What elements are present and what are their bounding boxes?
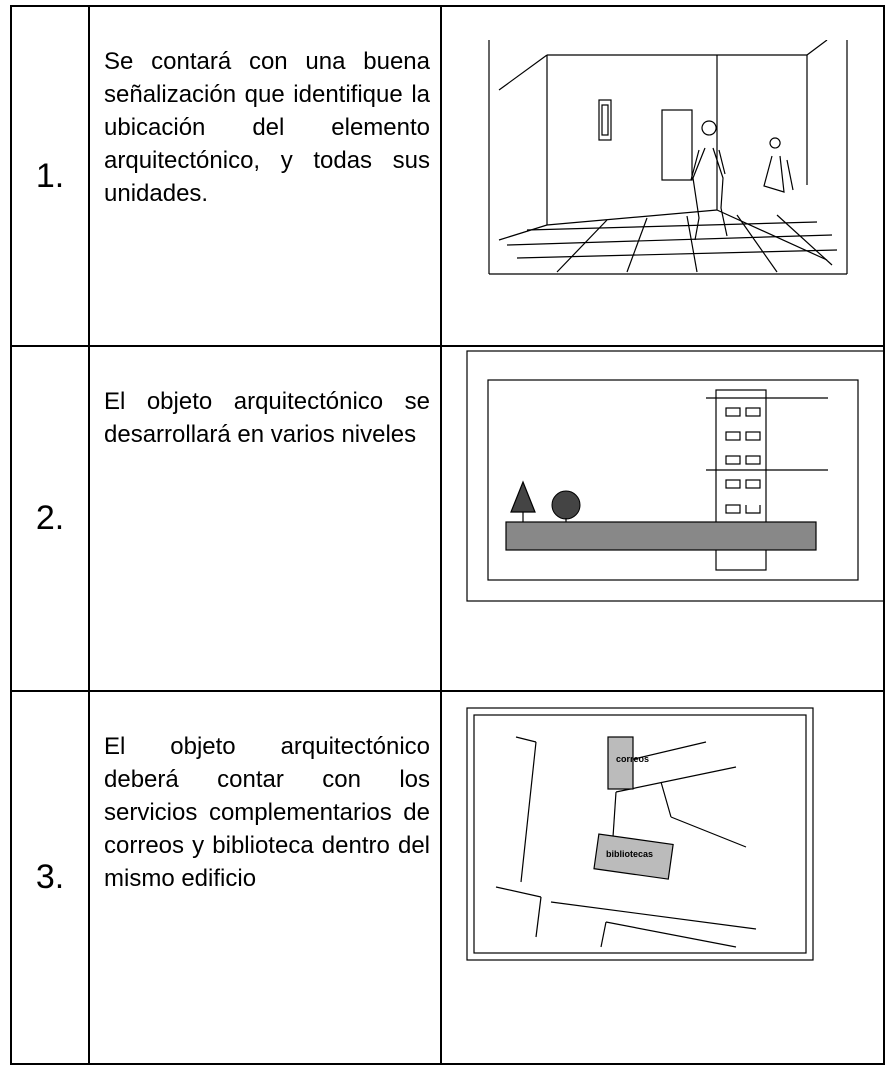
- site-plan-drawing: correos bibliotecas: [466, 707, 814, 961]
- row-text: El objeto arquitectónico deberá contar c…: [88, 690, 442, 1065]
- row: 2. El objeto arquitectónico se desarroll…: [10, 345, 885, 692]
- hallway-drawing: [488, 40, 848, 275]
- figure-cell: [440, 345, 885, 692]
- figure-label: correos: [616, 754, 649, 764]
- requirements-table: 1. Se contará con una buena señalización…: [10, 5, 885, 1065]
- row-text: Se contará con una buena señalización qu…: [88, 5, 442, 347]
- row: 1. Se contará con una buena señalización…: [10, 5, 885, 347]
- figure-cell: [440, 5, 885, 347]
- figure-label: bibliotecas: [606, 849, 653, 859]
- row-number: 3.: [10, 690, 90, 1065]
- row-number: 1.: [10, 5, 90, 347]
- building-drawing: [466, 350, 885, 602]
- row-text: El objeto arquitectónico se desarrollará…: [88, 345, 442, 692]
- row-number: 2.: [10, 345, 90, 692]
- row: 3. El objeto arquitectónico deberá conta…: [10, 690, 885, 1065]
- figure-cell: correos bibliotecas: [440, 690, 885, 1065]
